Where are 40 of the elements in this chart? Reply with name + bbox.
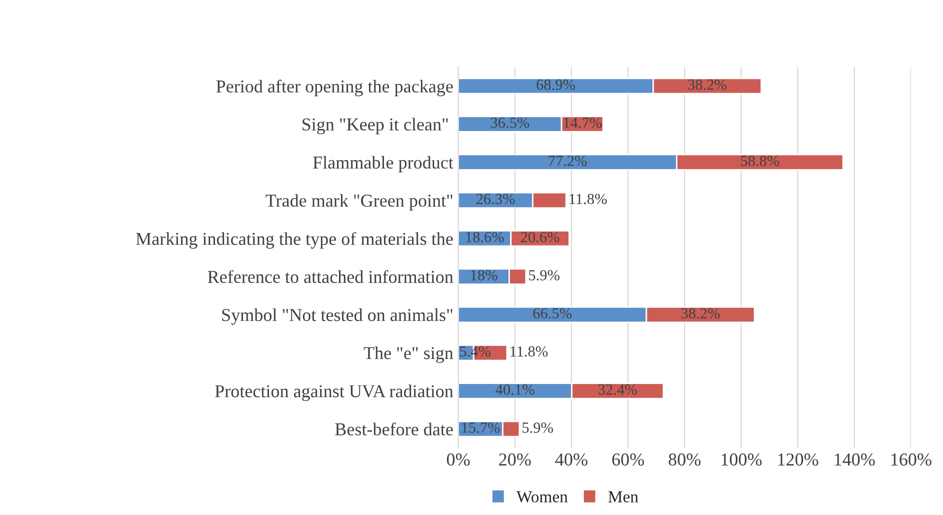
data-label: 32.4% <box>598 384 637 395</box>
data-label: 14.7% <box>564 118 602 128</box>
legend-label: Women <box>516 491 568 502</box>
data-label: 58.8% <box>741 156 780 166</box>
y-tick-label: Sign "Keep it clean" <box>302 118 448 134</box>
data-label: 26.3% <box>476 194 515 204</box>
x-tick-label: 140% <box>834 453 875 466</box>
x-tick-label: 160% <box>891 453 932 466</box>
x-tick-label: 100% <box>722 453 762 466</box>
data-label: 18% <box>471 270 498 280</box>
y-tick-label: The "e" sign <box>364 346 454 363</box>
data-label: 5.9% <box>529 270 560 280</box>
data-label: 38.2% <box>681 308 720 319</box>
y-tick-label: Period after opening the package <box>216 80 453 96</box>
data-label: 38.2% <box>688 80 726 90</box>
data-label: 15.7% <box>462 422 500 433</box>
y-tick-label: Flammable product <box>313 156 454 172</box>
data-label: 5.9% <box>522 422 553 433</box>
data-label: 18.6% <box>466 232 504 242</box>
y-tick-label: Protection against UVA radiation <box>215 384 454 402</box>
y-tick-label: Reference to attached information <box>208 270 454 283</box>
data-label: 36.5% <box>490 118 530 128</box>
data-label: 68.9% <box>536 80 575 90</box>
x-tick-label: 60% <box>612 453 644 466</box>
data-label: 66.5% <box>533 308 572 319</box>
y-tick-label: Best-before date <box>335 422 453 436</box>
x-tick-label: 80% <box>668 453 701 466</box>
y-tick-label: Trade mark "Green point" <box>266 194 452 210</box>
x-tick-label: 0% <box>446 453 470 466</box>
data-label: 40.1% <box>496 384 534 395</box>
data-label: 20.6% <box>520 232 560 242</box>
x-tick-label: 120% <box>778 453 818 466</box>
y-tick-label: Symbol "Not tested on animals" <box>222 308 452 325</box>
y-tick-label: Marking indicating the type of materials the <box>136 232 453 249</box>
x-tick-label: 40% <box>555 453 588 466</box>
legend-label: Men <box>608 491 638 502</box>
x-tick-label: 20% <box>499 453 531 466</box>
data-label: 11.8% <box>570 194 607 204</box>
data-label: 11.8% <box>510 346 548 357</box>
data-label: 77.2% <box>548 156 587 166</box>
